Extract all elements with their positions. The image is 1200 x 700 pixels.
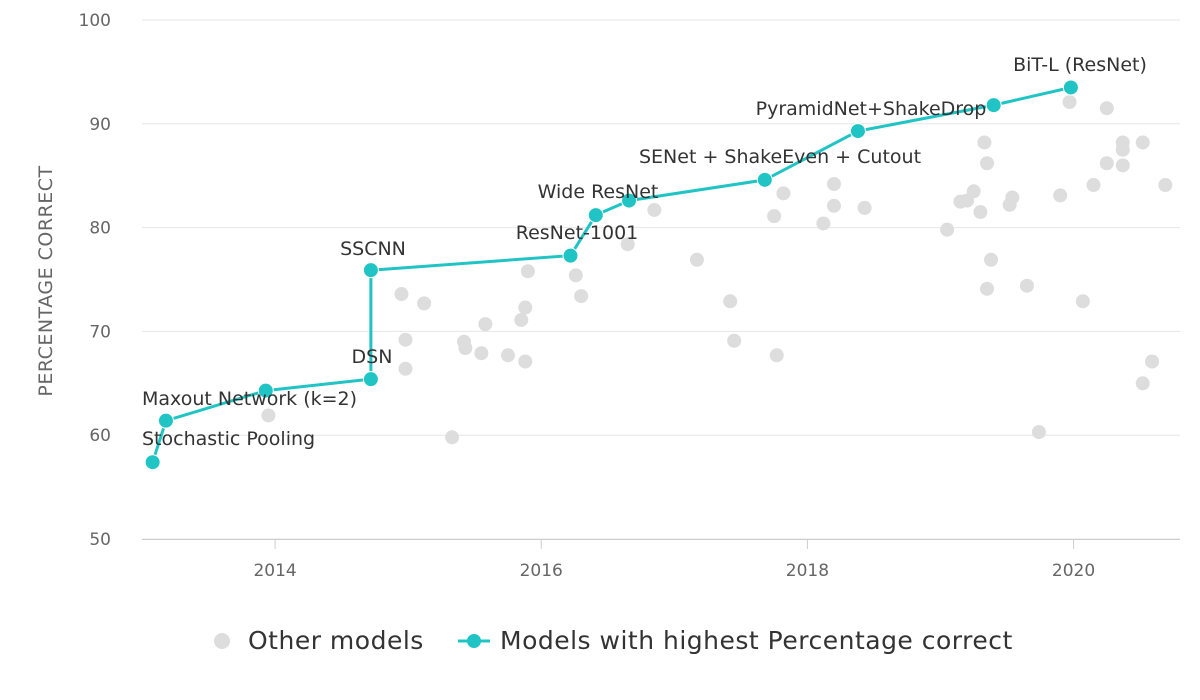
point-label-9: PyramidNet+ShakeDrop [756, 98, 987, 120]
x-tick-label-2014: 2014 [253, 561, 296, 581]
other-model-point-52[interactable] [1135, 135, 1150, 150]
sota-series-points [144, 79, 1079, 471]
other-model-point-11[interactable] [514, 312, 529, 327]
point-label-1: Maxout Network (k=2) [142, 388, 357, 410]
other-model-point-26[interactable] [827, 177, 841, 192]
x-tick-label-2018: 2018 [786, 561, 829, 581]
other-model-point-46[interactable] [1099, 156, 1114, 171]
point-label-4: SSCNN [340, 238, 406, 260]
sota-point-2[interactable] [257, 382, 274, 399]
other-model-point-39[interactable] [1005, 190, 1020, 205]
other-model-point-51[interactable] [1135, 376, 1150, 391]
legend: Other models Models with highest Percent… [214, 626, 1013, 655]
other-model-point-9[interactable] [478, 317, 493, 332]
sota-series-line [151, 86, 1072, 463]
point-label-5: ResNet-1001 [516, 222, 639, 244]
other-model-point-34[interactable] [977, 135, 992, 150]
other-model-point-49[interactable] [1115, 142, 1130, 157]
point-label-6: Wide ResNet [538, 181, 659, 203]
other-model-point-15[interactable] [568, 268, 583, 283]
legend-item-other-models[interactable]: Other models [214, 626, 424, 655]
other-model-point-19[interactable] [689, 252, 704, 267]
other-model-point-53[interactable] [1145, 354, 1160, 369]
other-model-point-22[interactable] [767, 209, 782, 224]
y-axis-title: PERCENTAGE CORRECT [35, 165, 57, 396]
y-tick-label-60: 60 [89, 426, 111, 446]
other-model-point-33[interactable] [973, 205, 988, 220]
other-model-point-25[interactable] [816, 216, 831, 231]
other-model-point-8[interactable] [474, 346, 489, 361]
sota-point-8[interactable] [756, 171, 773, 188]
other-model-point-1[interactable] [394, 287, 409, 302]
legend-item-sota-models[interactable]: Models with highest Percentage correct [458, 626, 1013, 655]
other-model-point-14[interactable] [520, 264, 535, 279]
other-model-point-2[interactable] [398, 332, 413, 347]
sota-line-path [151, 86, 1072, 463]
other-model-point-24[interactable] [776, 186, 791, 201]
other-model-point-20[interactable] [723, 294, 738, 309]
other-model-point-5[interactable] [445, 430, 460, 445]
point-label-3: DSN [352, 346, 393, 368]
other-model-point-23[interactable] [769, 348, 784, 363]
other-model-point-41[interactable] [1031, 425, 1046, 440]
y-tick-label-50: 50 [89, 530, 111, 550]
y-tick-label-90: 90 [89, 115, 111, 135]
y-tick-label-100: 100 [79, 11, 111, 31]
other-model-point-29[interactable] [940, 222, 955, 237]
point-label-8: SENet + ShakeEven + Cutout [639, 146, 921, 168]
legend-marker-other-models [214, 633, 230, 649]
point-label-0: Stochastic Pooling [142, 428, 315, 450]
other-model-point-40[interactable] [1019, 278, 1034, 293]
sota-point-5[interactable] [562, 247, 579, 264]
other-model-point-27[interactable] [827, 198, 841, 213]
y-tick-label-70: 70 [89, 322, 111, 342]
legend-marker-sota-models [467, 634, 481, 648]
sota-point-11[interactable] [1062, 79, 1079, 96]
other-model-point-10[interactable] [500, 348, 515, 363]
other-model-point-43[interactable] [1062, 95, 1077, 110]
sota-point-7[interactable] [621, 192, 638, 209]
other-model-point-12[interactable] [518, 354, 533, 369]
other-model-point-0[interactable] [261, 408, 276, 423]
other-model-point-17[interactable] [620, 237, 635, 252]
other-model-point-4[interactable] [417, 296, 432, 311]
other-model-point-45[interactable] [1086, 178, 1101, 193]
y-axis: 50 60 70 80 90 100 [79, 11, 111, 550]
other-model-point-44[interactable] [1075, 294, 1090, 309]
legend-label-sota-models: Models with highest Percentage correct [500, 626, 1013, 655]
other-model-point-37[interactable] [984, 252, 999, 267]
sota-point-3[interactable] [362, 371, 379, 388]
other-model-point-18[interactable] [647, 202, 662, 217]
sota-point-10[interactable] [985, 97, 1002, 114]
other-model-point-28[interactable] [857, 200, 872, 215]
x-tick-label-2020: 2020 [1052, 561, 1095, 581]
x-axis: 2014 2016 2018 2020 [142, 539, 1180, 581]
other-model-point-35[interactable] [980, 156, 995, 171]
other-model-point-50[interactable] [1115, 158, 1130, 173]
other-model-point-3[interactable] [398, 361, 413, 376]
other-model-point-42[interactable] [1053, 188, 1068, 203]
x-tick-label-2016: 2016 [520, 561, 563, 581]
other-model-point-7[interactable] [458, 341, 473, 356]
y-tick-label-80: 80 [89, 219, 111, 239]
sota-point-0[interactable] [144, 454, 161, 471]
sota-point-4[interactable] [362, 262, 379, 279]
sota-point-6[interactable] [587, 207, 604, 224]
sota-point-labels: Stochastic Pooling Maxout Network (k=2) DS… [142, 54, 1147, 450]
sota-point-9[interactable] [849, 123, 866, 140]
sota-point-1[interactable] [157, 412, 174, 429]
other-model-point-36[interactable] [980, 281, 995, 296]
other-model-point-21[interactable] [727, 333, 742, 348]
other-model-point-54[interactable] [1158, 178, 1173, 193]
legend-label-other-models: Other models [248, 626, 424, 655]
other-model-point-47[interactable] [1099, 101, 1114, 116]
other-models-series [261, 95, 1173, 445]
point-label-11: BiT-L (ResNet) [1013, 54, 1147, 76]
other-model-point-32[interactable] [966, 184, 981, 199]
other-model-point-13[interactable] [518, 300, 533, 315]
other-model-point-16[interactable] [574, 289, 589, 304]
